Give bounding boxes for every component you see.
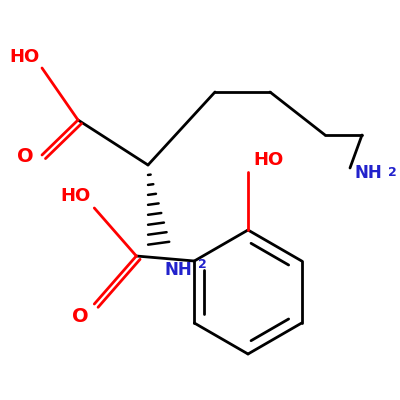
Text: HO: HO <box>60 187 90 205</box>
Text: O: O <box>17 148 34 166</box>
Text: HO: HO <box>10 48 40 66</box>
Text: HO: HO <box>253 151 283 169</box>
Text: 2: 2 <box>198 258 207 271</box>
Text: NH: NH <box>355 164 383 182</box>
Text: 2: 2 <box>388 166 397 180</box>
Text: O: O <box>72 307 88 326</box>
Text: NH: NH <box>165 261 193 279</box>
